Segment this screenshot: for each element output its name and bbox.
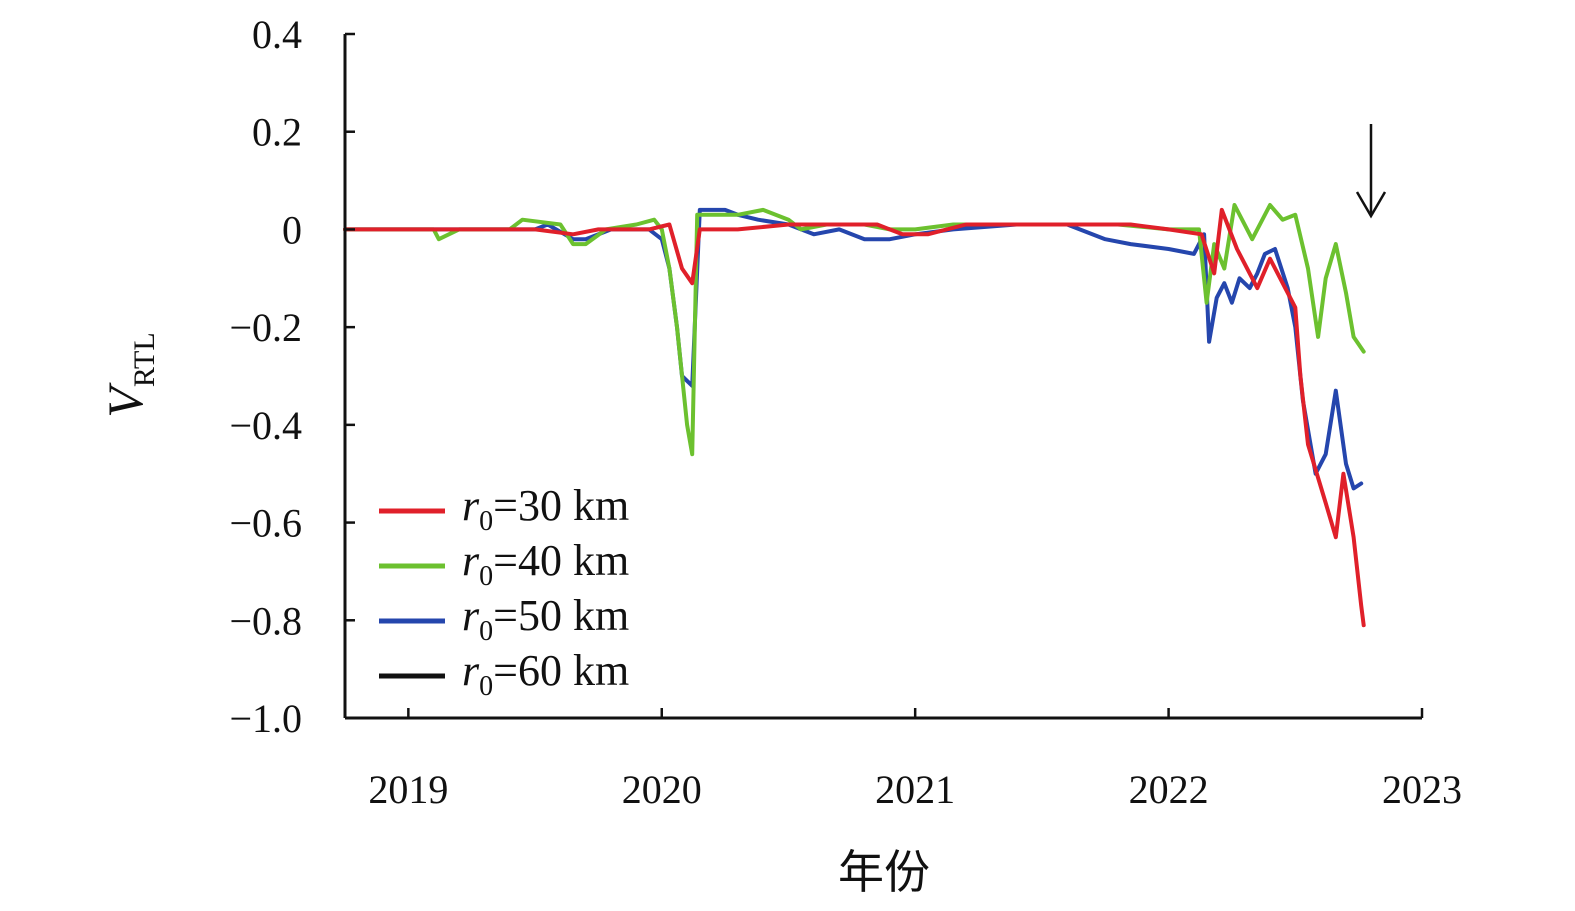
y-tick-label: −0.2 xyxy=(229,305,302,350)
down-arrow-head xyxy=(1355,191,1387,219)
legend-label: r0=40 km xyxy=(462,536,629,592)
y-axis-title-main: V xyxy=(97,382,153,418)
legend-label-sub: 0 xyxy=(479,561,493,592)
legend-item: r0=40 km xyxy=(379,536,629,592)
legend-label-text: =50 km xyxy=(493,591,629,640)
legend-label-sub: 0 xyxy=(479,671,493,702)
legend-label: r0=50 km xyxy=(462,591,629,647)
legend-label-text: =40 km xyxy=(493,536,629,585)
legend-label-sub: 0 xyxy=(479,616,493,647)
legend-label-sub: 0 xyxy=(479,506,493,537)
legend-item: r0=30 km xyxy=(379,481,629,537)
y-tick-label: −0.8 xyxy=(229,598,302,643)
ticks: 0.4 0.2 0 −0.2 −0.4 −0.6 −0.8 −1.0 2019 2020 2021 2… xyxy=(229,12,1462,812)
plot-lines xyxy=(343,203,1366,628)
series-line xyxy=(343,207,1366,628)
legend-label-var: r xyxy=(462,646,480,695)
x-axis-title: 年份 xyxy=(838,847,930,898)
legend-item: r0=50 km xyxy=(379,591,629,647)
legend-item: r0=60 km xyxy=(379,646,629,702)
x-tick-label: 2021 xyxy=(875,767,955,812)
y-tick-label: −0.6 xyxy=(229,501,302,546)
legend-label-var: r xyxy=(462,481,480,530)
x-tick-label: 2022 xyxy=(1129,767,1209,812)
legend-label-text: =30 km xyxy=(493,481,629,530)
y-axis-title-subscript: RTL xyxy=(128,332,161,387)
x-tick-label: 2019 xyxy=(368,767,448,812)
y-tick-label: −1.0 xyxy=(229,696,302,741)
legend-label-var: r xyxy=(462,536,480,585)
legend-label: r0=30 km xyxy=(462,481,629,537)
y-tick-label: 0.2 xyxy=(252,110,302,155)
legend: r0=30 km r0=40 km r0=50 km r0=60 km xyxy=(379,481,629,702)
axes xyxy=(343,34,1422,720)
y-tick-label: 0.4 xyxy=(252,12,302,57)
x-tick-label: 2023 xyxy=(1382,767,1462,812)
legend-label: r0=60 km xyxy=(462,646,629,702)
y-axis-title: VRTL xyxy=(97,332,161,417)
legend-label-text: =60 km xyxy=(493,646,629,695)
y-tick-label: −0.4 xyxy=(229,403,302,448)
down-arrow-annotation xyxy=(1355,124,1387,219)
legend-label-var: r xyxy=(462,591,480,640)
x-tick-label: 2020 xyxy=(622,767,702,812)
y-tick-label: 0 xyxy=(282,207,302,252)
